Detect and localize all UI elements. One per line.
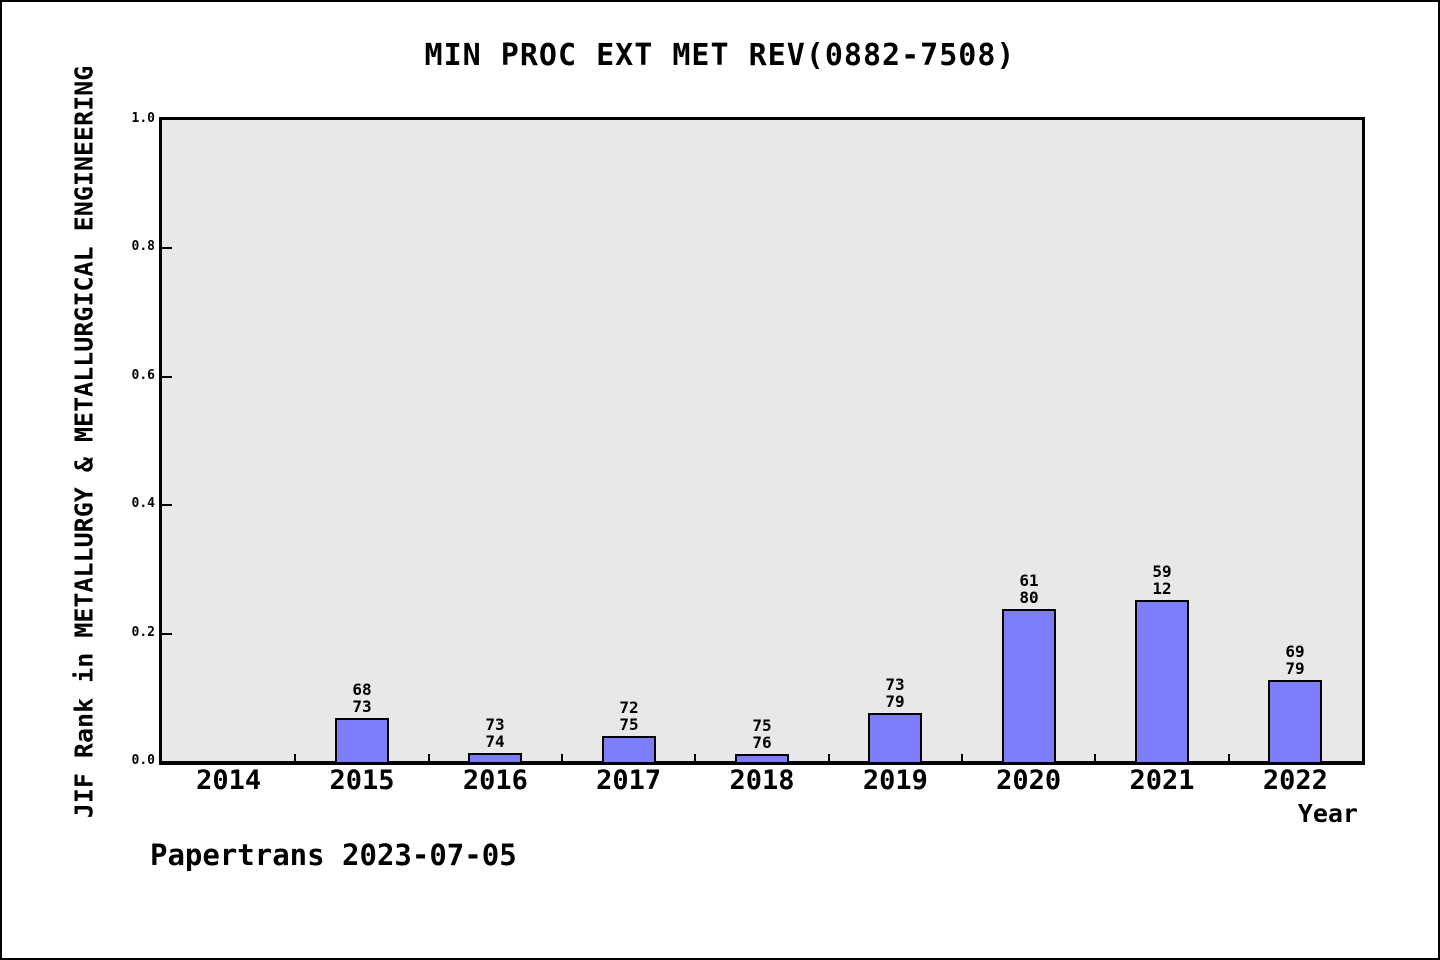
bar-2021 xyxy=(1135,600,1189,762)
bar-label-2019: 73 79 xyxy=(835,676,955,710)
x-tick-label: 2018 xyxy=(729,765,795,796)
bar-rank-value: 59 xyxy=(1152,562,1172,581)
y-tick-label: 0.0 xyxy=(131,753,155,768)
x-minor-tick xyxy=(428,754,430,762)
bar-2020 xyxy=(1002,609,1056,762)
plot-area: 68 73 73 74 72 75 75 76 73 79 61 80 59 12 69 79 xyxy=(159,120,1365,764)
x-tick-label: 2022 xyxy=(1262,765,1328,796)
y-tick-mark xyxy=(162,633,172,635)
x-minor-tick xyxy=(1228,754,1230,762)
y-tick-mark xyxy=(162,247,172,249)
bar-rank-value: 61 xyxy=(1019,571,1039,590)
y-tick-label: 0.8 xyxy=(131,239,155,254)
x-axis-label: Year xyxy=(1297,799,1358,828)
x-tick-label: 2015 xyxy=(329,765,395,796)
bar-total-value: 73 xyxy=(352,697,372,716)
bar-total-value: 76 xyxy=(752,733,772,752)
bar-rank-value: 69 xyxy=(1285,642,1305,661)
bar-total-value: 80 xyxy=(1019,588,1039,607)
bar-label-2017: 72 75 xyxy=(569,699,689,733)
bar-label-2022: 69 79 xyxy=(1235,643,1355,677)
y-tick-label: 0.2 xyxy=(131,625,155,640)
bar-label-2021: 59 12 xyxy=(1102,563,1222,597)
x-minor-tick xyxy=(1094,754,1096,762)
x-minor-tick xyxy=(961,754,963,762)
x-tick-label: 2016 xyxy=(462,765,528,796)
x-axis-line xyxy=(159,761,1365,764)
bar-2018 xyxy=(735,754,789,762)
bar-label-2016: 73 74 xyxy=(435,716,555,750)
bar-total-value: 74 xyxy=(485,732,505,751)
y-tick-mark xyxy=(162,376,172,378)
x-minor-tick xyxy=(294,754,296,762)
footer-watermark: Papertrans 2023-07-05 xyxy=(150,838,517,872)
bar-2017 xyxy=(602,736,656,762)
bar-rank-value: 75 xyxy=(752,716,772,735)
bar-2022 xyxy=(1268,680,1322,762)
x-tick-label: 2014 xyxy=(196,765,262,796)
bar-rank-value: 72 xyxy=(619,698,639,717)
bar-total-value: 12 xyxy=(1152,579,1172,598)
x-tick-label: 2019 xyxy=(862,765,928,796)
y-tick-label: 0.6 xyxy=(131,368,155,383)
bar-rank-value: 73 xyxy=(485,715,505,734)
bar-label-2020: 61 80 xyxy=(969,572,1089,606)
bar-total-value: 79 xyxy=(885,692,905,711)
y-axis-label: JIF Rank in METALLURGY & METALLURGICAL E… xyxy=(69,65,99,819)
x-minor-tick xyxy=(561,754,563,762)
x-minor-tick xyxy=(694,754,696,762)
bar-2016 xyxy=(468,753,522,762)
bar-rank-value: 73 xyxy=(885,675,905,694)
bar-label-2015: 68 73 xyxy=(302,681,422,715)
bar-2015 xyxy=(335,718,389,762)
x-tick-label: 2021 xyxy=(1129,765,1195,796)
chart-title: MIN PROC EXT MET REV(0882-7508) xyxy=(424,38,1016,73)
bar-total-value: 79 xyxy=(1285,659,1305,678)
y-tick-label: 0.4 xyxy=(131,496,155,511)
x-minor-tick xyxy=(828,754,830,762)
bar-2019 xyxy=(868,713,922,762)
bar-rank-value: 68 xyxy=(352,680,372,699)
y-tick-mark xyxy=(162,504,172,506)
y-tick-label: 1.0 xyxy=(131,111,155,126)
bar-total-value: 75 xyxy=(619,715,639,734)
bar-label-2018: 75 76 xyxy=(702,717,822,751)
x-tick-label: 2020 xyxy=(996,765,1062,796)
x-tick-label: 2017 xyxy=(596,765,662,796)
